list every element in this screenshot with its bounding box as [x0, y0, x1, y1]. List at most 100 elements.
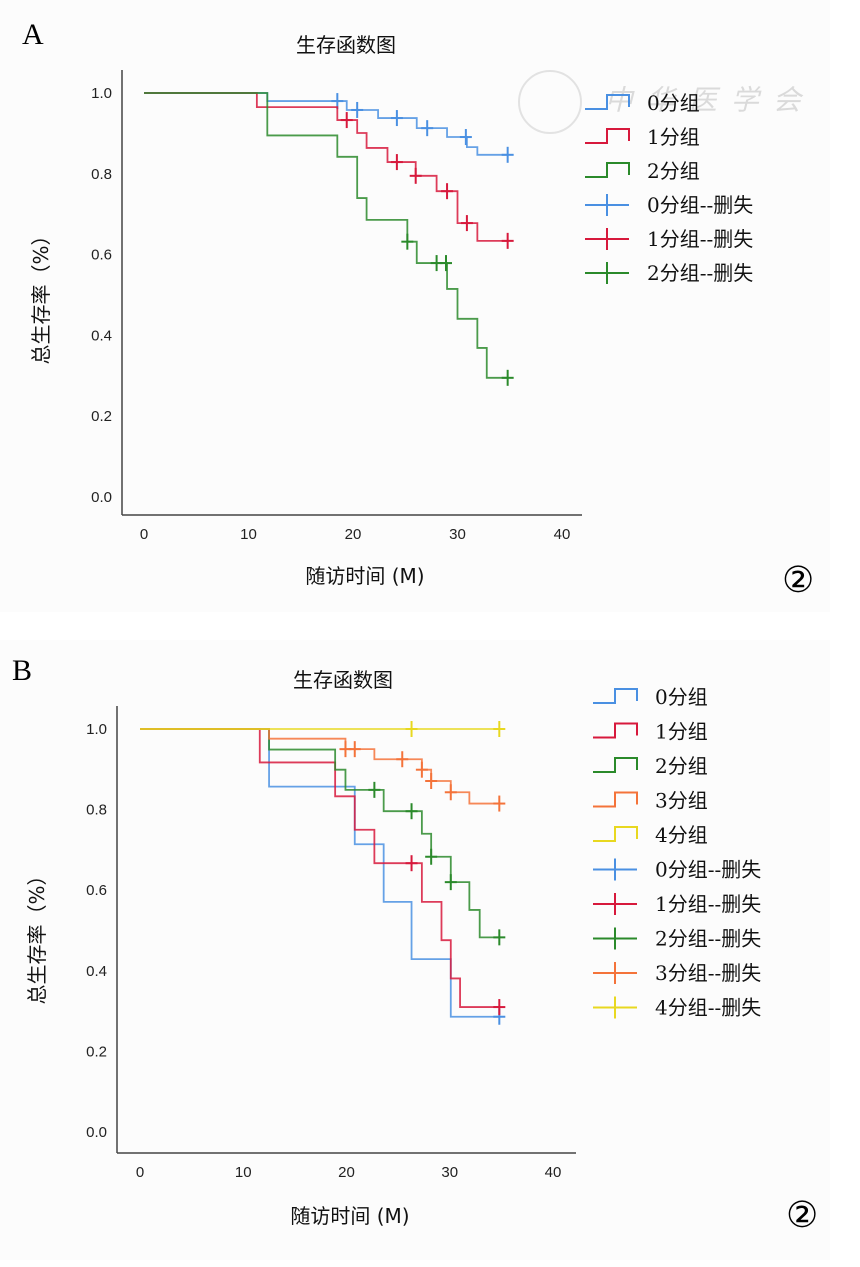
- censor-mark-group-0: [459, 129, 472, 146]
- legend-label: 1分组--删失: [655, 892, 761, 916]
- legend-item: 4分组: [593, 823, 708, 847]
- survival-curve-group-0: [144, 92, 508, 156]
- censor-mark-group-1: [460, 215, 473, 232]
- legend-censor-icon: [593, 962, 637, 984]
- legend-label: 2分组--删失: [647, 261, 753, 285]
- survival-curve-group-0: [140, 728, 500, 1018]
- legend-step-icon: [593, 722, 638, 739]
- censor-mark-group-0: [421, 120, 434, 137]
- legend-label: 4分组: [655, 823, 708, 847]
- legend-item: 2分组--删失: [593, 927, 761, 951]
- legend-label: 0分组--删失: [655, 858, 761, 882]
- y-axis-title: 总生存率（%）: [29, 225, 53, 364]
- y-tick-label: 0.8: [86, 802, 107, 819]
- legend-item: 0分组: [593, 685, 708, 709]
- x-tick-label: 20: [345, 526, 362, 543]
- legend-item: 0分组: [585, 91, 700, 115]
- legend-item: 2分组: [585, 159, 700, 183]
- censor-mark-group-2: [405, 803, 418, 820]
- legend-item: 1分组: [585, 125, 700, 149]
- censor-mark-group-1: [441, 183, 454, 200]
- legend-item: 3分组: [593, 789, 708, 813]
- y-tick-label: 0.8: [91, 166, 112, 183]
- y-tick-label: 0.6: [86, 882, 107, 899]
- legend-label: 1分组: [647, 125, 700, 149]
- legend-step-icon: [593, 757, 638, 773]
- legend-item: 4分组--删失: [593, 996, 761, 1020]
- y-tick-label: 0.2: [91, 408, 112, 425]
- legend-label: 0分组: [655, 685, 708, 709]
- watermark-seal-icon: [518, 70, 582, 134]
- legend-label: 2分组--删失: [655, 927, 761, 951]
- legend-label: 3分组: [655, 789, 708, 813]
- censor-mark-group-2: [444, 874, 457, 891]
- legend-label: 1分组: [655, 720, 708, 744]
- y-tick-label: 1.0: [91, 85, 112, 102]
- censor-mark-group-3: [415, 761, 428, 778]
- y-tick-label: 0.4: [91, 327, 112, 344]
- censor-mark-group-1: [340, 112, 353, 129]
- censor-mark-group-3: [348, 741, 361, 758]
- panel-a: A 中华医学会 生存函数图 0.0 0.2 0.4 0.6 0.8 1.0 0 10 20 30 40…: [0, 0, 830, 612]
- x-tick-label: 40: [545, 1164, 562, 1181]
- censor-mark-group-1: [501, 232, 514, 249]
- x-tick-label: 10: [235, 1164, 252, 1181]
- y-tick-label: 0.4: [86, 963, 107, 980]
- panel-b: B 生存函数图 0.0 0.2 0.4 0.6 0.8 1.0 0 10 20 30 40 随访时间 (…: [0, 640, 830, 1260]
- censor-mark-group-3: [444, 784, 457, 801]
- y-tick-label: 0.0: [91, 489, 112, 506]
- survival-chart-b: 生存函数图 0.0 0.2 0.4 0.6 0.8 1.0 0 10 20 30 40 随访时间 (M)…: [25, 668, 761, 1228]
- y-tick-label: 0.0: [86, 1124, 107, 1141]
- censor-mark-group-3: [425, 772, 438, 789]
- survival-curve-group-1: [140, 728, 500, 1008]
- legend-step-icon: [585, 162, 630, 178]
- legend-step-icon: [593, 826, 638, 842]
- y-tick-label: 1.0: [86, 721, 107, 738]
- censor-mark-group-3: [493, 795, 506, 812]
- x-tick-label: 0: [140, 526, 148, 543]
- x-tick-label: 30: [449, 526, 466, 543]
- chart-title: 生存函数图: [296, 33, 396, 57]
- legend-censor-icon: [593, 927, 637, 950]
- legend-label: 0分组: [647, 91, 700, 115]
- survival-chart-a: 生存函数图 0.0 0.2 0.4 0.6 0.8 1.0 0 10 20 30 40 随访时间 (M)…: [29, 33, 753, 588]
- legend-censor-icon: [585, 194, 629, 216]
- legend-item: 2分组: [593, 754, 708, 778]
- legend-step-icon: [585, 94, 630, 110]
- legend-label: 2分组: [647, 159, 700, 183]
- censor-mark-group-0: [351, 101, 364, 118]
- chart-title: 生存函数图: [293, 668, 393, 692]
- x-tick-label: 0: [136, 1164, 144, 1181]
- censor-mark-group-2: [368, 781, 381, 798]
- legend-label: 3分组--删失: [655, 961, 761, 985]
- y-axis-title: 总生存率（%）: [25, 865, 49, 1004]
- watermark: 中华医学会: [518, 70, 815, 134]
- legend-step-icon: [585, 128, 630, 144]
- figure-number-label: ②: [786, 1195, 819, 1236]
- legend-item: 3分组--删失: [593, 961, 761, 985]
- survival-curve-group-2: [140, 728, 500, 939]
- survival-curve-group-1: [144, 92, 508, 242]
- censor-mark-group-0: [390, 110, 403, 127]
- legend-label: 0分组--删失: [647, 193, 753, 217]
- figure-number-label: ②: [782, 560, 815, 601]
- censor-mark-group-2: [440, 255, 453, 272]
- censor-mark-group-4: [493, 721, 506, 737]
- legend-label: 4分组--删失: [655, 996, 761, 1020]
- legend-item: 1分组--删失: [593, 892, 761, 916]
- y-tick-label: 0.2: [86, 1043, 107, 1060]
- censor-mark-group-1: [493, 999, 506, 1016]
- legend-item: 0分组--删失: [593, 858, 761, 882]
- x-tick-label: 30: [441, 1164, 458, 1181]
- legend-step-icon: [593, 791, 638, 808]
- panel-letter: A: [22, 18, 44, 51]
- legend-item: 0分组--删失: [585, 193, 753, 217]
- censor-mark-group-0: [501, 146, 514, 163]
- x-tick-label: 10: [240, 526, 257, 543]
- censor-mark-group-4: [405, 721, 418, 737]
- y-tick-label: 0.6: [91, 247, 112, 264]
- legend-item: 1分组: [593, 720, 708, 744]
- censor-mark-group-1: [390, 154, 403, 171]
- legend-label: 1分组--删失: [647, 227, 753, 251]
- panel-letter: B: [12, 654, 33, 687]
